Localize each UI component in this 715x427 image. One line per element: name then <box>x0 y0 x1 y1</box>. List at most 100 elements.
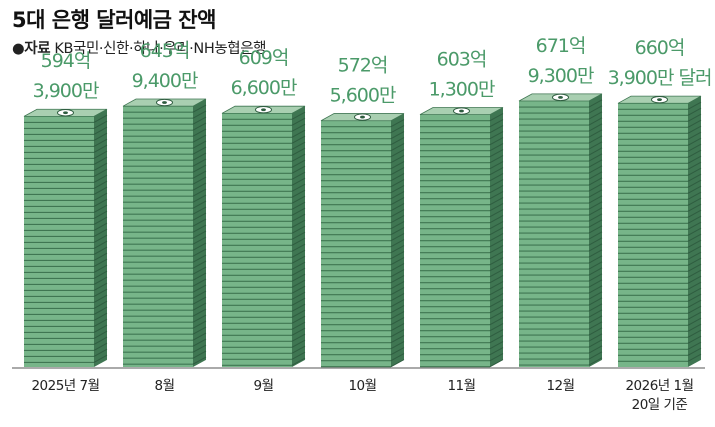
stack-layer-side <box>687 305 702 314</box>
value-label-2-line-1: 645억 <box>140 40 190 62</box>
stack-layer-side <box>93 336 108 345</box>
stack-layer-side <box>588 351 603 360</box>
stack-layer-side <box>390 293 405 302</box>
stack-layer-side <box>192 260 207 269</box>
value-label-6-line-1: 671억 <box>536 35 586 57</box>
stack-layer-side <box>192 164 207 173</box>
stack-layer-side <box>291 141 306 150</box>
value-label-4-line-2: 5,600만 <box>330 85 396 107</box>
stack-layer-side <box>687 299 702 308</box>
stack-layer-side <box>687 197 702 206</box>
stack-layer-side <box>93 132 108 141</box>
bar-3 <box>221 105 306 368</box>
stack-layer-side <box>291 177 306 186</box>
stack-layer-side <box>687 221 702 230</box>
bar-6 <box>518 93 603 367</box>
stack-layer-side <box>291 129 306 138</box>
value-label-6-line-2: 9,300만 <box>528 65 594 87</box>
stack-layer-side <box>687 251 702 260</box>
value-label-7-line-1: 660억 <box>635 37 685 59</box>
stack-layer-side <box>93 258 108 267</box>
stack-layer-side <box>291 297 306 306</box>
stack-layer-side <box>93 354 108 363</box>
stack-layer-side <box>291 321 306 330</box>
stack-layer-side <box>588 243 603 252</box>
stack-layer-side <box>291 351 306 360</box>
stack-layer-side <box>291 159 306 168</box>
stack-layer-side <box>93 234 108 243</box>
bar-front <box>24 116 94 368</box>
stack-layer-side <box>93 252 108 261</box>
stack-layer-side <box>93 138 108 147</box>
stack-layer-side <box>390 149 405 158</box>
stack-layer-side <box>489 155 504 164</box>
stack-layer-side <box>489 347 504 356</box>
stack-layer-side <box>588 309 603 318</box>
stack-layer-side <box>588 333 603 342</box>
bar-5 <box>419 107 504 368</box>
stack-layer-side <box>390 191 405 200</box>
stack-layer-side <box>291 195 306 204</box>
category-label-2: 8월 <box>154 378 174 394</box>
value-label-5-line-2: 1,300만 <box>429 79 495 101</box>
stack-layer-side <box>687 113 702 122</box>
dollar-icon-center <box>360 115 365 119</box>
stack-layer-side <box>489 215 504 224</box>
stack-layer-side <box>687 311 702 320</box>
stack-layer-side <box>93 264 108 273</box>
stack-layer-side <box>192 140 207 149</box>
stack-layer-side <box>489 329 504 338</box>
stack-layer-side <box>291 339 306 348</box>
stack-layer-side <box>93 342 108 351</box>
stack-layer-side <box>489 179 504 188</box>
stack-layer-side <box>489 173 504 182</box>
stack-layer-side <box>93 348 108 357</box>
stack-layer-side <box>390 263 405 272</box>
stack-layer-side <box>687 317 702 326</box>
stack-layer-side <box>93 192 108 201</box>
stack-layer-side <box>588 255 603 264</box>
stack-layer-side <box>291 261 306 270</box>
stack-layer-side <box>687 329 702 338</box>
stack-layer-side <box>93 282 108 291</box>
stack-layer-side <box>687 155 702 164</box>
stack-layer-side <box>489 221 504 230</box>
stack-layer-side <box>192 302 207 311</box>
stack-layer-side <box>390 203 405 212</box>
stack-layer-side <box>192 146 207 155</box>
bar-4 <box>320 113 405 368</box>
stack-layer-side <box>93 156 108 165</box>
stack-layer-side <box>390 173 405 182</box>
stack-layer-side <box>390 257 405 266</box>
stack-layer-side <box>588 207 603 216</box>
stack-layer-side <box>192 188 207 197</box>
stack-layer-side <box>687 335 702 344</box>
chart-title: 5대 은행 달러예금 잔액 <box>12 8 216 32</box>
stack-layer-side <box>192 278 207 287</box>
stack-layer-side <box>687 239 702 248</box>
stack-layer-side <box>687 269 702 278</box>
stack-layer-side <box>93 330 108 339</box>
stack-layer-side <box>390 353 405 362</box>
source-text: KB국민·신한·하나·우리·NH농협은행 <box>50 41 267 57</box>
stack-layer-side <box>192 152 207 161</box>
stack-layer-side <box>489 305 504 314</box>
stack-layer-side <box>390 317 405 326</box>
stack-layer-side <box>588 345 603 354</box>
stack-layer-side <box>93 246 108 255</box>
stack-layer-side <box>291 165 306 174</box>
stack-layer-side <box>390 341 405 350</box>
stack-layer-side <box>489 119 504 128</box>
stack-layer-side <box>390 131 405 140</box>
value-label-3-line-2: 6,600만 <box>231 77 297 99</box>
stack-layer-side <box>93 324 108 333</box>
stack-layer-side <box>93 288 108 297</box>
stack-layer-side <box>291 123 306 132</box>
stack-layer-side <box>390 143 405 152</box>
stack-layer-side <box>390 347 405 356</box>
stack-layer-side <box>588 249 603 258</box>
stack-layer-side <box>192 272 207 281</box>
category-label-1: 2025년 7월 <box>31 378 99 394</box>
stack-layer-side <box>390 221 405 230</box>
stack-layer-side <box>588 279 603 288</box>
